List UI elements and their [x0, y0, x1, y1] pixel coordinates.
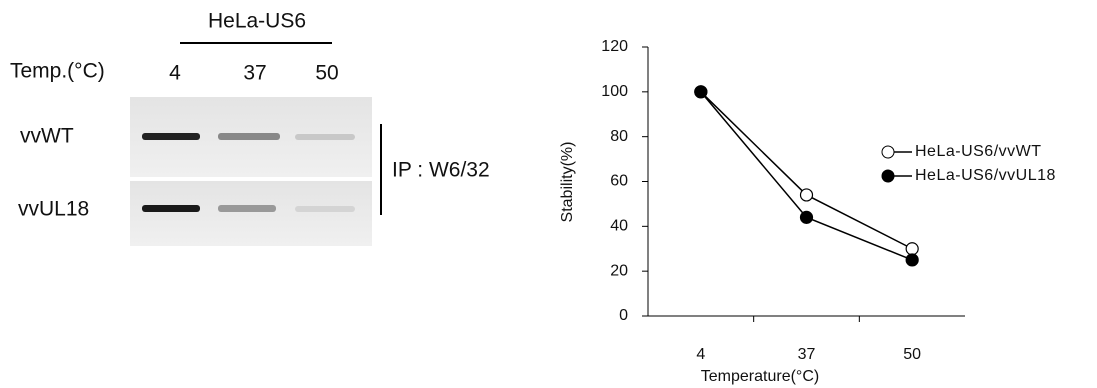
legend-label: HeLa-US6/vvWT	[915, 143, 1042, 160]
gel-band	[142, 133, 200, 140]
x-tick-label: 37	[798, 346, 816, 363]
row-label: vvUL18	[18, 198, 89, 221]
series-line	[701, 92, 912, 260]
temp-lane: 50	[315, 62, 338, 85]
y-tick-label: 60	[610, 173, 628, 190]
gel-band	[295, 206, 355, 212]
data-point	[801, 211, 813, 223]
y-tick-label: 100	[601, 83, 628, 100]
y-tick-label: 40	[610, 218, 628, 235]
x-axis-label: Temperature(°C)	[701, 368, 819, 385]
gel-band	[142, 205, 200, 212]
gel-blot	[130, 181, 372, 246]
temp-label: Temp.(°C)	[10, 60, 105, 83]
legend-label: HeLa-US6/vvUL18	[915, 167, 1056, 184]
y-axis-label: Stability(%)	[559, 142, 576, 223]
y-tick-label: 120	[601, 38, 628, 55]
x-tick-label: 50	[903, 346, 921, 363]
data-point	[906, 254, 918, 266]
temp-lane: 4	[169, 62, 181, 85]
gel-band	[295, 134, 355, 140]
series-line	[701, 92, 912, 249]
data-point	[801, 189, 813, 201]
cell-line-label: HeLa-US6	[208, 10, 306, 33]
y-tick-label: 0	[619, 307, 628, 324]
legend-marker	[882, 170, 894, 182]
y-tick-label: 20	[610, 262, 628, 279]
figure: HeLa-US6 Temp.(°C) 4 37 50 vvWT vvUL18 I…	[0, 0, 1097, 388]
data-point	[906, 243, 918, 255]
y-tick-label: 80	[610, 128, 628, 145]
temp-lane: 37	[243, 62, 266, 85]
gel-band	[218, 133, 280, 140]
ip-label: IP : W6/32	[392, 159, 490, 182]
figure-canvas: HeLa-US6 Temp.(°C) 4 37 50 vvWT vvUL18 I…	[0, 0, 1097, 388]
row-label: vvWT	[20, 125, 74, 148]
x-tick-label: 4	[696, 346, 705, 363]
gel-band	[218, 205, 276, 212]
legend-marker	[882, 146, 894, 158]
data-point	[695, 86, 707, 98]
